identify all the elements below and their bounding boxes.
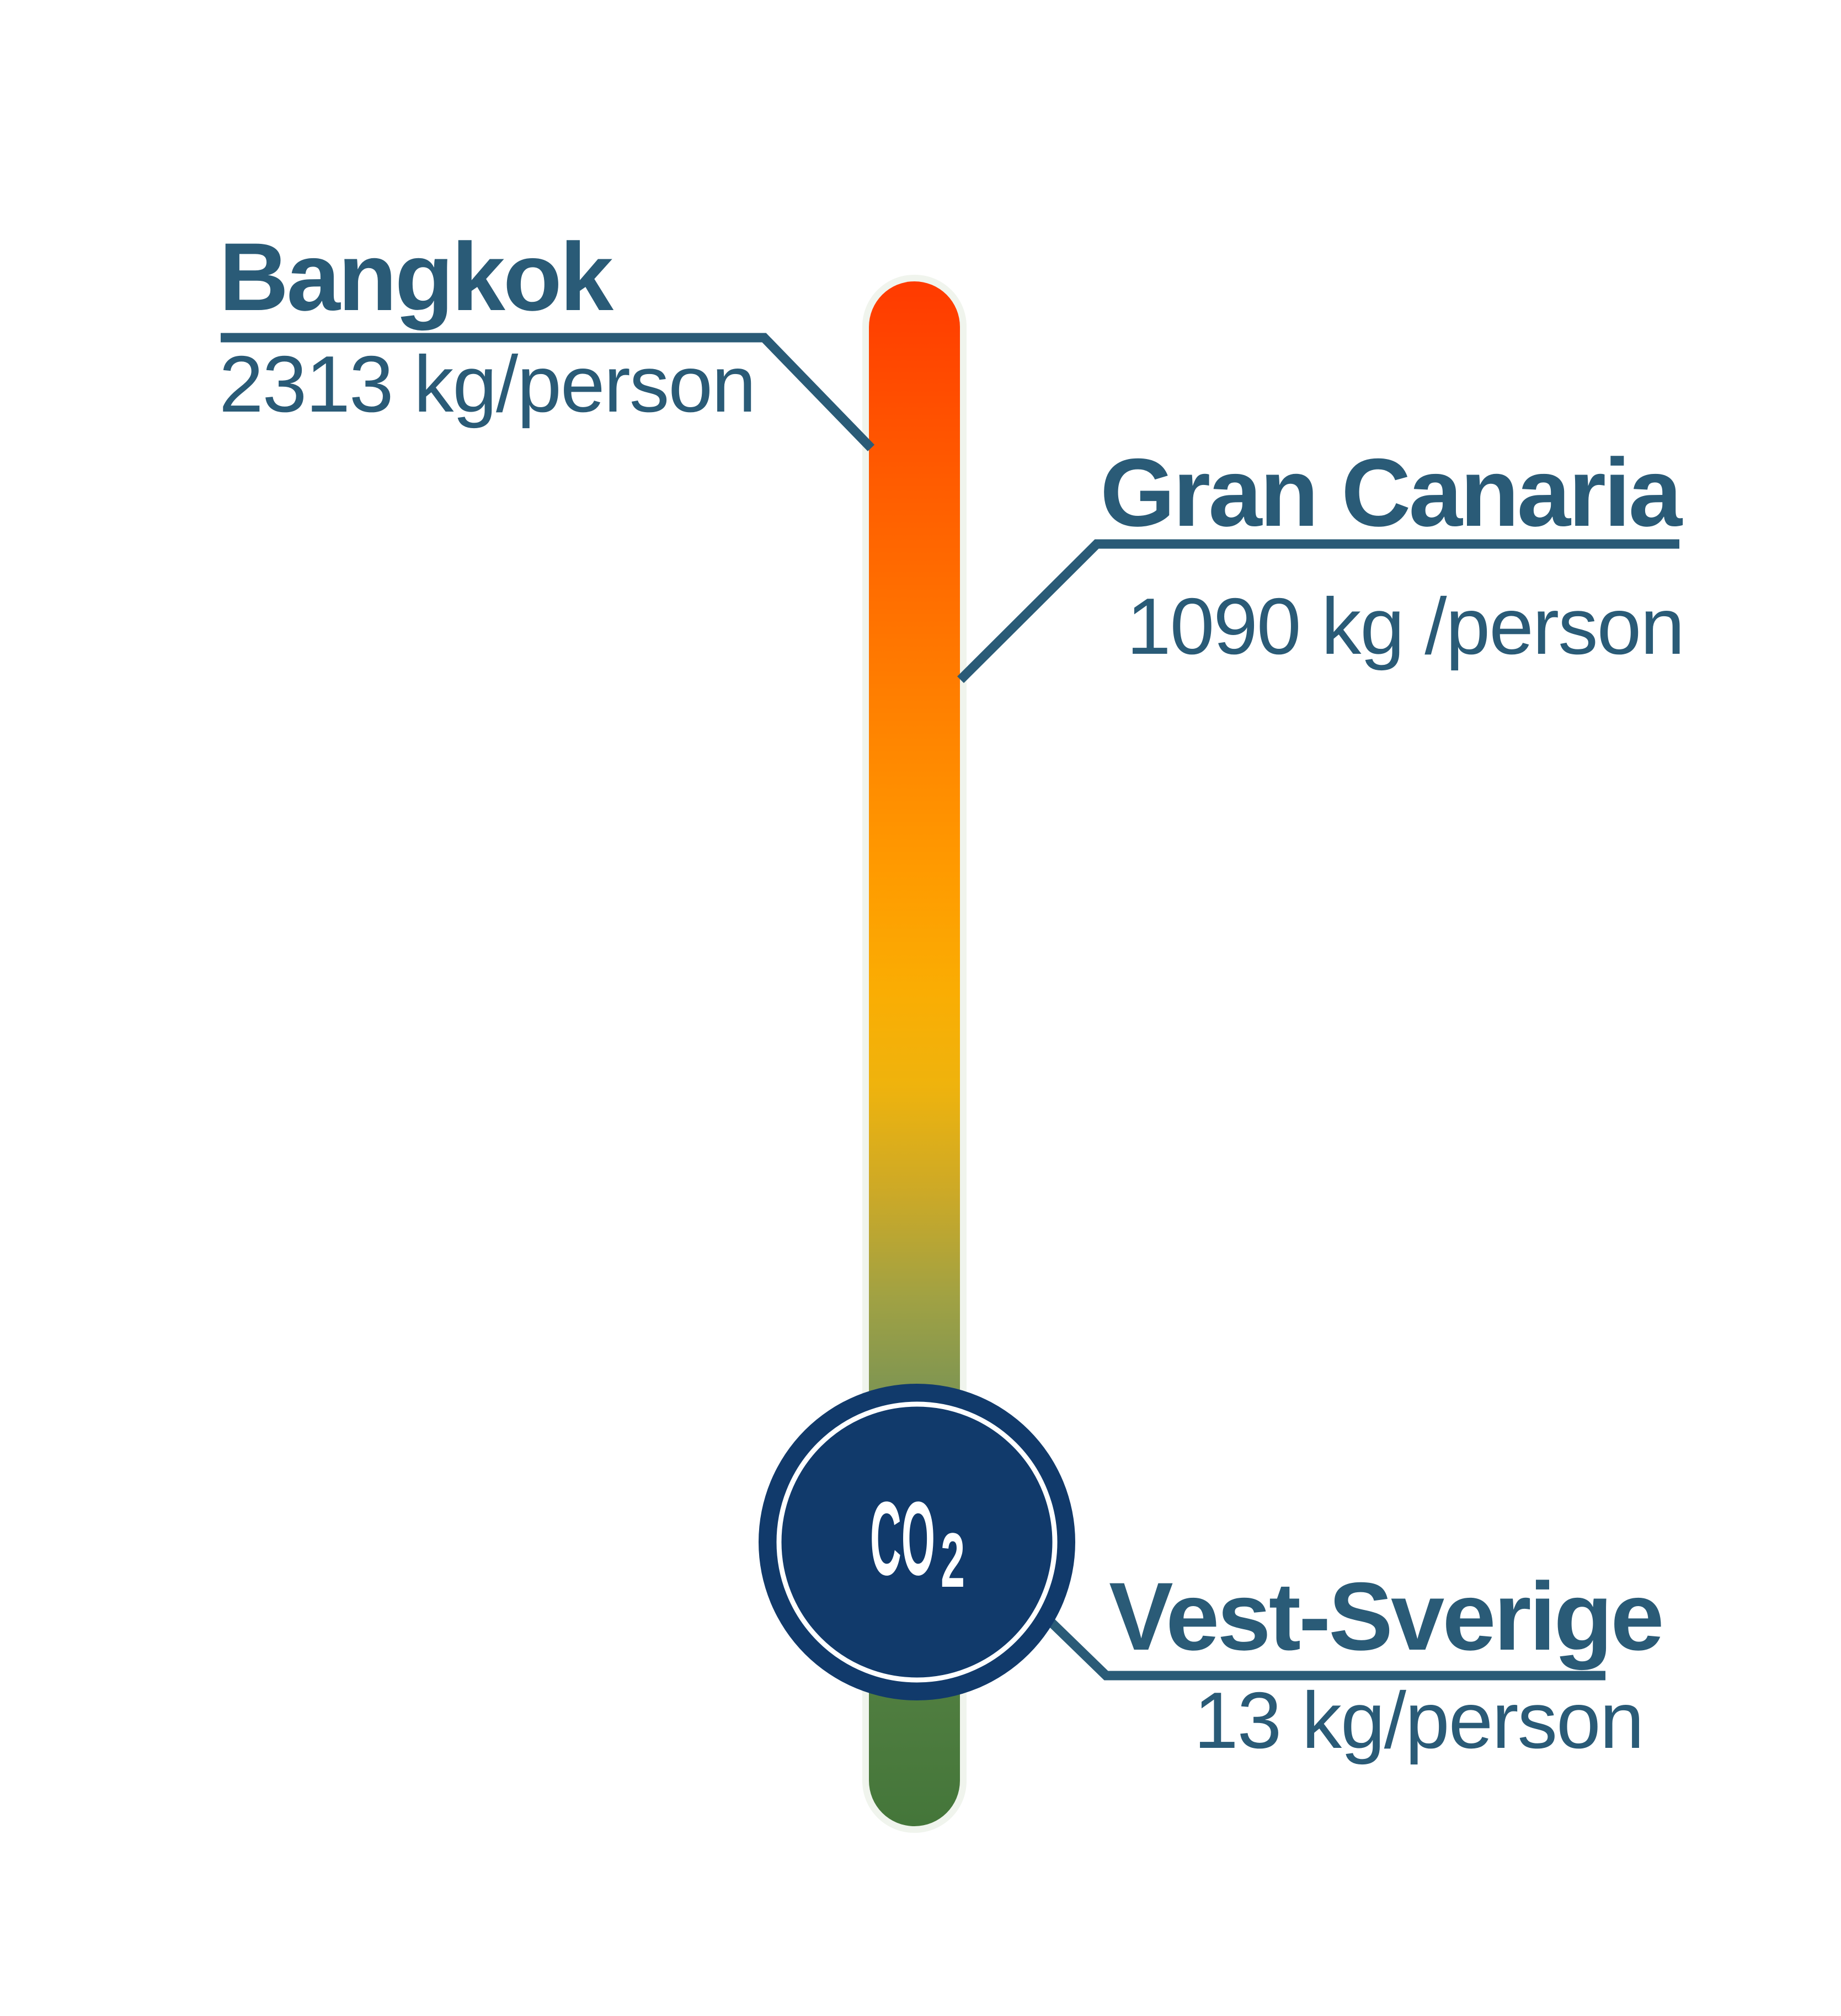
gran-canaria-connector-line [957, 539, 1679, 684]
vest-sverige-connector-line [1046, 1617, 1605, 1681]
destination-title-bangkok: Bangkok [219, 223, 614, 331]
co2-badge-label: CO [870, 1480, 935, 1597]
destination-value-bangkok: 2313 kg/person [219, 339, 755, 429]
destination-value-gran-canaria: 1090 kg /person [1127, 582, 1684, 671]
destination-title-gran-canaria: Gran Canaria [1100, 439, 1683, 547]
bangkok-connector-line [221, 333, 875, 451]
co2-badge-subscript: 2 [941, 1517, 965, 1603]
co2-badge [759, 1384, 1075, 1700]
destination-title-vest-sverige: Vest-Sverige [1109, 1563, 1662, 1671]
co2-badge-ring [776, 1401, 1058, 1683]
destination-value-vest-sverige: 13 kg/person [1194, 1676, 1643, 1765]
